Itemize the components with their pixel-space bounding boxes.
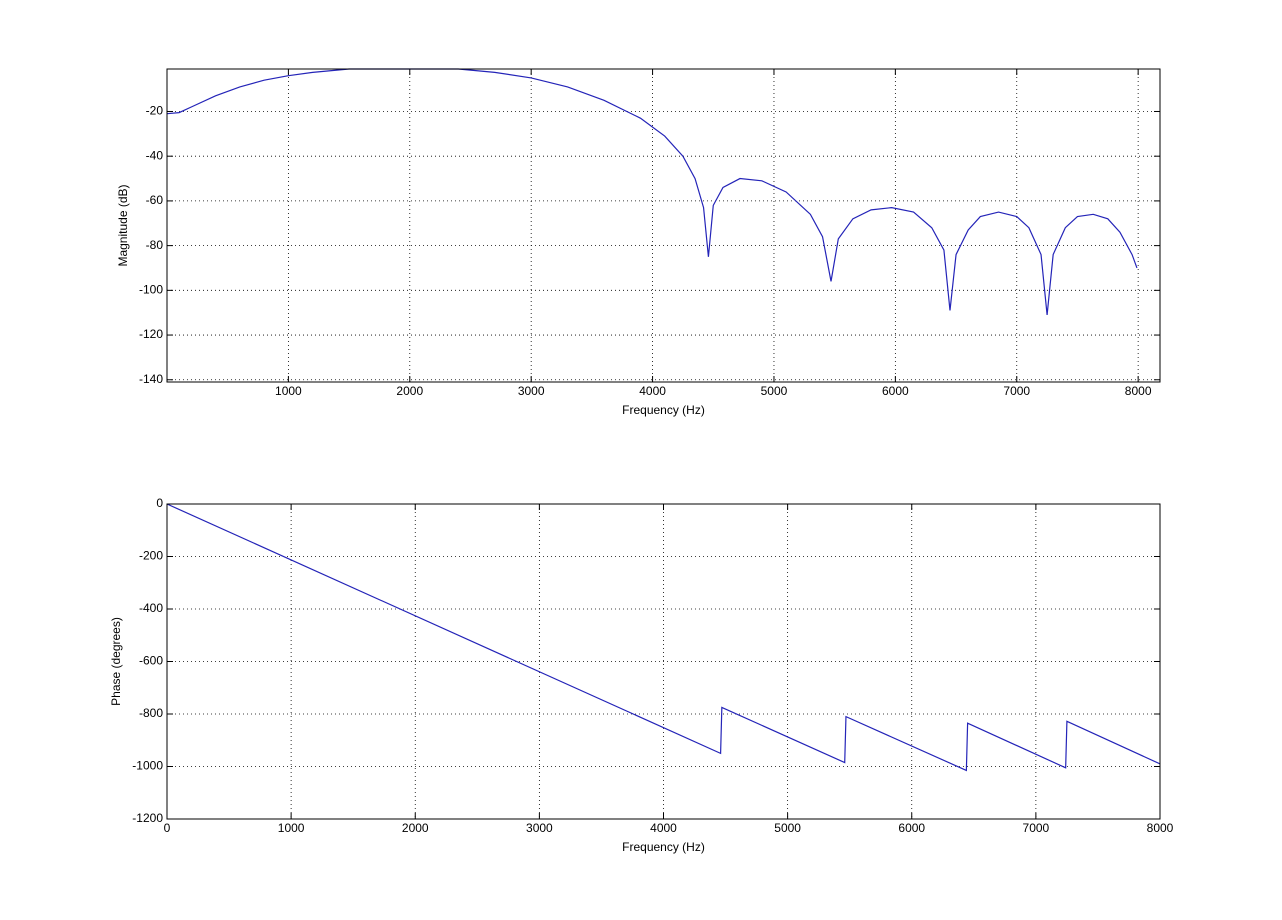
- y-axis-label: Phase (degrees): [109, 617, 123, 706]
- y-tick-label: -60: [146, 193, 164, 207]
- y-tick-label: -200: [139, 549, 163, 563]
- y-tick-label: -120: [139, 327, 163, 341]
- x-tick-label: 8000: [1125, 384, 1152, 398]
- axes-frame: [166, 503, 1161, 820]
- x-axis-label: Frequency (Hz): [622, 403, 705, 417]
- y-tick-label: -40: [146, 148, 164, 162]
- y-axis-label: Magnitude (dB): [116, 184, 130, 266]
- y-tick-label: -20: [146, 104, 164, 118]
- x-tick-label: 1000: [278, 821, 305, 835]
- x-tick-label: 5000: [774, 821, 801, 835]
- y-tick-label: 0: [156, 496, 163, 510]
- x-tick-label: 4000: [639, 384, 666, 398]
- y-tick-label: -400: [139, 601, 163, 615]
- y-tick-label: -1200: [132, 811, 163, 825]
- x-tick-label: 7000: [1023, 821, 1050, 835]
- data-line: [166, 503, 1161, 772]
- x-axis-label: Frequency (Hz): [622, 840, 705, 854]
- y-tick-label: -800: [139, 706, 163, 720]
- y-tick-label: -1000: [132, 759, 163, 773]
- x-tick-label: 4000: [650, 821, 677, 835]
- axes-background: [167, 69, 1160, 382]
- x-tick-label: 1000: [275, 384, 302, 398]
- x-tick-label: 7000: [1003, 384, 1030, 398]
- y-tick-label: -600: [139, 654, 163, 668]
- x-tick-label: 0: [164, 821, 171, 835]
- axes-frame: [166, 68, 1161, 383]
- y-tick-label: -140: [139, 372, 163, 386]
- x-tick-label: 3000: [526, 821, 553, 835]
- x-tick-label: 6000: [882, 384, 909, 398]
- x-tick-label: 5000: [761, 384, 788, 398]
- y-tick-label: -100: [139, 283, 163, 297]
- x-tick-label: 6000: [898, 821, 925, 835]
- x-tick-label: 8000: [1147, 821, 1174, 835]
- x-tick-label: 2000: [396, 384, 423, 398]
- y-tick-label: -80: [146, 238, 164, 252]
- x-tick-label: 2000: [402, 821, 429, 835]
- x-tick-label: 3000: [518, 384, 545, 398]
